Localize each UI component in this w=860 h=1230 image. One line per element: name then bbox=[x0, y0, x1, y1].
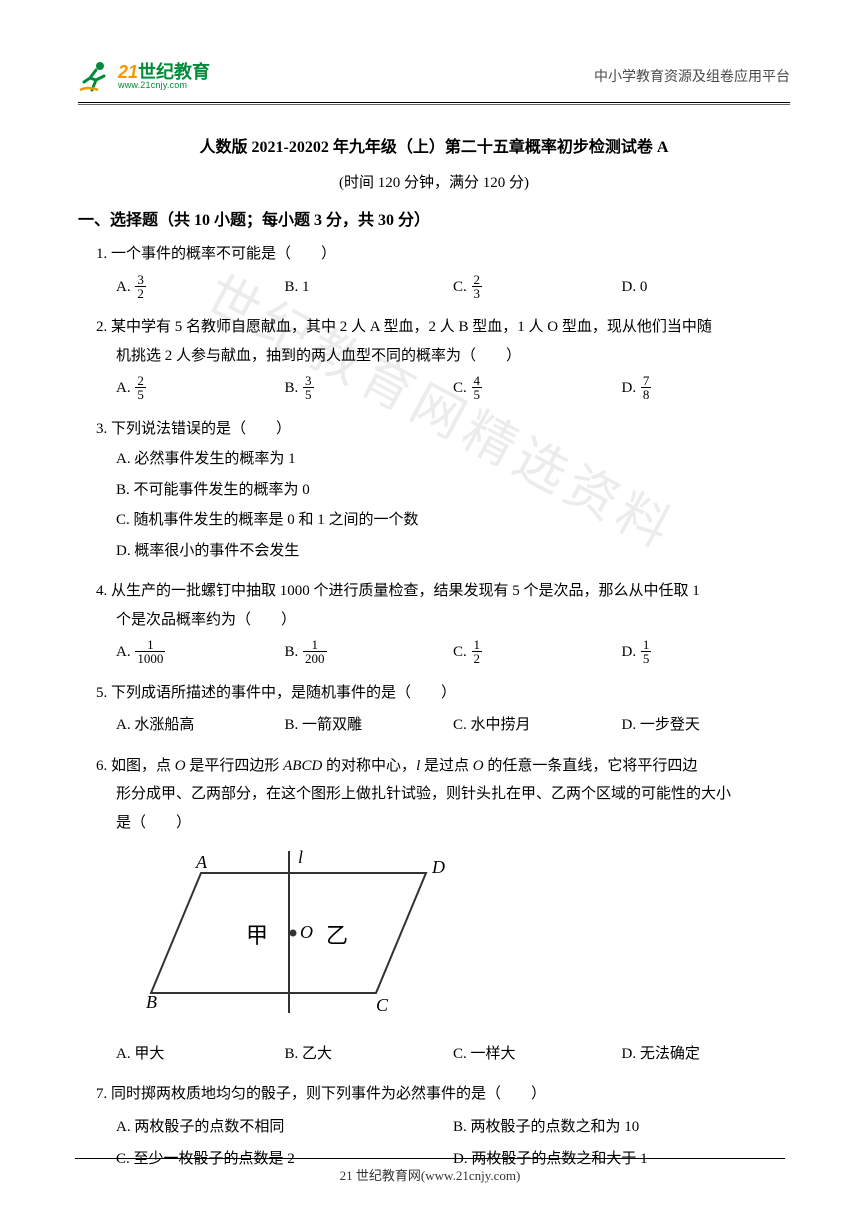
section-heading: 一、选择题（共 10 小题；每小题 3 分，共 30 分） bbox=[78, 206, 790, 230]
svg-text:B: B bbox=[146, 992, 157, 1012]
question-7: 7. 同时掷两枚质地均匀的骰子，则下列事件为必然事件的是（ ） A. 两枚骰子的… bbox=[96, 1080, 790, 1178]
q3-stem: 3. 下列说法错误的是（ ） bbox=[96, 415, 790, 444]
header-rule-thick bbox=[78, 102, 790, 103]
q6-stem3: 是（ ） bbox=[96, 809, 790, 838]
q5-opt-a: A. 水涨船高 bbox=[116, 711, 285, 740]
q2-stem: 2. 某中学有 5 名教师自愿献血，其中 2 人 A 型血，2 人 B 型血，1… bbox=[96, 313, 790, 342]
q7-opt-c: C. 至少一枚骰子的点数是 2 bbox=[116, 1145, 453, 1174]
runner-icon bbox=[78, 58, 114, 94]
q2-opt-a: A. 25 bbox=[116, 374, 285, 403]
q4-opt-b: B. 1200 bbox=[285, 638, 454, 667]
q2-opt-b: B. 35 bbox=[285, 374, 454, 403]
question-4: 4. 从生产的一批螺钉中抽取 1000 个进行质量检查，结果发现有 5 个是次品… bbox=[96, 577, 790, 667]
q1-opt-b: B. 1 bbox=[285, 273, 454, 302]
q2-stem2: 机挑选 2 人参与献血，抽到的两人血型不同的概率为（ ） bbox=[96, 342, 790, 371]
q6-stem2: 形分成甲、乙两部分，在这个图形上做扎针试验，则针头扎在甲、乙两个区域的可能性的大… bbox=[96, 780, 790, 809]
q5-opt-b: B. 一箭双雕 bbox=[285, 711, 454, 740]
q5-opt-d: D. 一步登天 bbox=[622, 711, 791, 740]
svg-text:O: O bbox=[300, 922, 313, 942]
q3-opt-d: D. 概率很小的事件不会发生 bbox=[96, 537, 790, 566]
q6-opt-b: B. 乙大 bbox=[285, 1040, 454, 1069]
tagline: 中小学教育资源及组卷应用平台 bbox=[594, 66, 790, 86]
svg-text:乙: 乙 bbox=[326, 923, 348, 948]
q6-opt-c: C. 一样大 bbox=[453, 1040, 622, 1069]
page-title: 人数版 2021-20202 年九年级（上）第二十五章概率初步检测试卷 A bbox=[78, 133, 790, 157]
q2-opt-d: D. 78 bbox=[622, 374, 791, 403]
q1-opt-a: A. 32 bbox=[116, 273, 285, 302]
logo-text: 21世纪教育 bbox=[118, 63, 210, 81]
question-6: 6. 如图，点 O 是平行四边形 ABCD 的对称中心，l 是过点 O 的任意一… bbox=[96, 752, 790, 1069]
q6-opt-d: D. 无法确定 bbox=[622, 1040, 791, 1069]
svg-text:l: l bbox=[298, 847, 303, 867]
q5-opt-c: C. 水中捞月 bbox=[453, 711, 622, 740]
header-rule-thin bbox=[78, 104, 790, 105]
q7-opt-b: B. 两枚骰子的点数之和为 10 bbox=[453, 1113, 790, 1142]
q3-opt-b: B. 不可能事件发生的概率为 0 bbox=[96, 476, 790, 505]
q1-stem: 1. 一个事件的概率不可能是（ ） bbox=[96, 240, 790, 269]
q6-stem: 6. 如图，点 O 是平行四边形 ABCD 的对称中心，l 是过点 O 的任意一… bbox=[96, 752, 790, 781]
q3-opt-c: C. 随机事件发生的概率是 0 和 1 之间的一个数 bbox=[96, 506, 790, 535]
q4-opt-d: D. 15 bbox=[622, 638, 791, 667]
svg-text:C: C bbox=[376, 995, 389, 1015]
q5-stem: 5. 下列成语所描述的事件中，是随机事件的是（ ） bbox=[96, 679, 790, 708]
q7-opt-d: D. 两枚骰子的点数之和大于 1 bbox=[453, 1145, 790, 1174]
subtitle: (时间 120 分钟，满分 120 分) bbox=[78, 171, 790, 192]
question-1: 1. 一个事件的概率不可能是（ ） A. 32 B. 1 C. 23 D. 0 bbox=[96, 240, 790, 301]
page-header: 21世纪教育 www.21cnjy.com 中小学教育资源及组卷应用平台 bbox=[78, 58, 790, 94]
svg-text:甲: 甲 bbox=[246, 923, 268, 948]
q6-opt-a: A. 甲大 bbox=[116, 1040, 285, 1069]
q1-opt-d: D. 0 bbox=[622, 273, 791, 302]
svg-text:D: D bbox=[431, 857, 445, 877]
logo-url: www.21cnjy.com bbox=[118, 81, 210, 90]
q3-opt-a: A. 必然事件发生的概率为 1 bbox=[96, 445, 790, 474]
q7-stem: 7. 同时掷两枚质地均匀的骰子，则下列事件为必然事件的是（ ） bbox=[96, 1080, 790, 1109]
question-5: 5. 下列成语所描述的事件中，是随机事件的是（ ） A. 水涨船高 B. 一箭双… bbox=[96, 679, 790, 740]
question-2: 2. 某中学有 5 名教师自愿献血，其中 2 人 A 型血，2 人 B 型血，1… bbox=[96, 313, 790, 403]
q4-stem2: 个是次品概率约为（ ） bbox=[96, 606, 790, 635]
q1-opt-c: C. 23 bbox=[453, 273, 622, 302]
q4-stem: 4. 从生产的一批螺钉中抽取 1000 个进行质量检查，结果发现有 5 个是次品… bbox=[96, 577, 790, 606]
svg-text:A: A bbox=[195, 852, 208, 872]
q2-opt-c: C. 45 bbox=[453, 374, 622, 403]
q4-opt-c: C. 12 bbox=[453, 638, 622, 667]
parallelogram-diagram: A D B C l O 甲 乙 bbox=[146, 843, 790, 1034]
q4-opt-a: A. 11000 bbox=[116, 638, 285, 667]
question-3: 3. 下列说法错误的是（ ） A. 必然事件发生的概率为 1 B. 不可能事件发… bbox=[96, 415, 790, 566]
logo: 21世纪教育 www.21cnjy.com bbox=[78, 58, 210, 94]
q7-opt-a: A. 两枚骰子的点数不相同 bbox=[116, 1113, 453, 1142]
